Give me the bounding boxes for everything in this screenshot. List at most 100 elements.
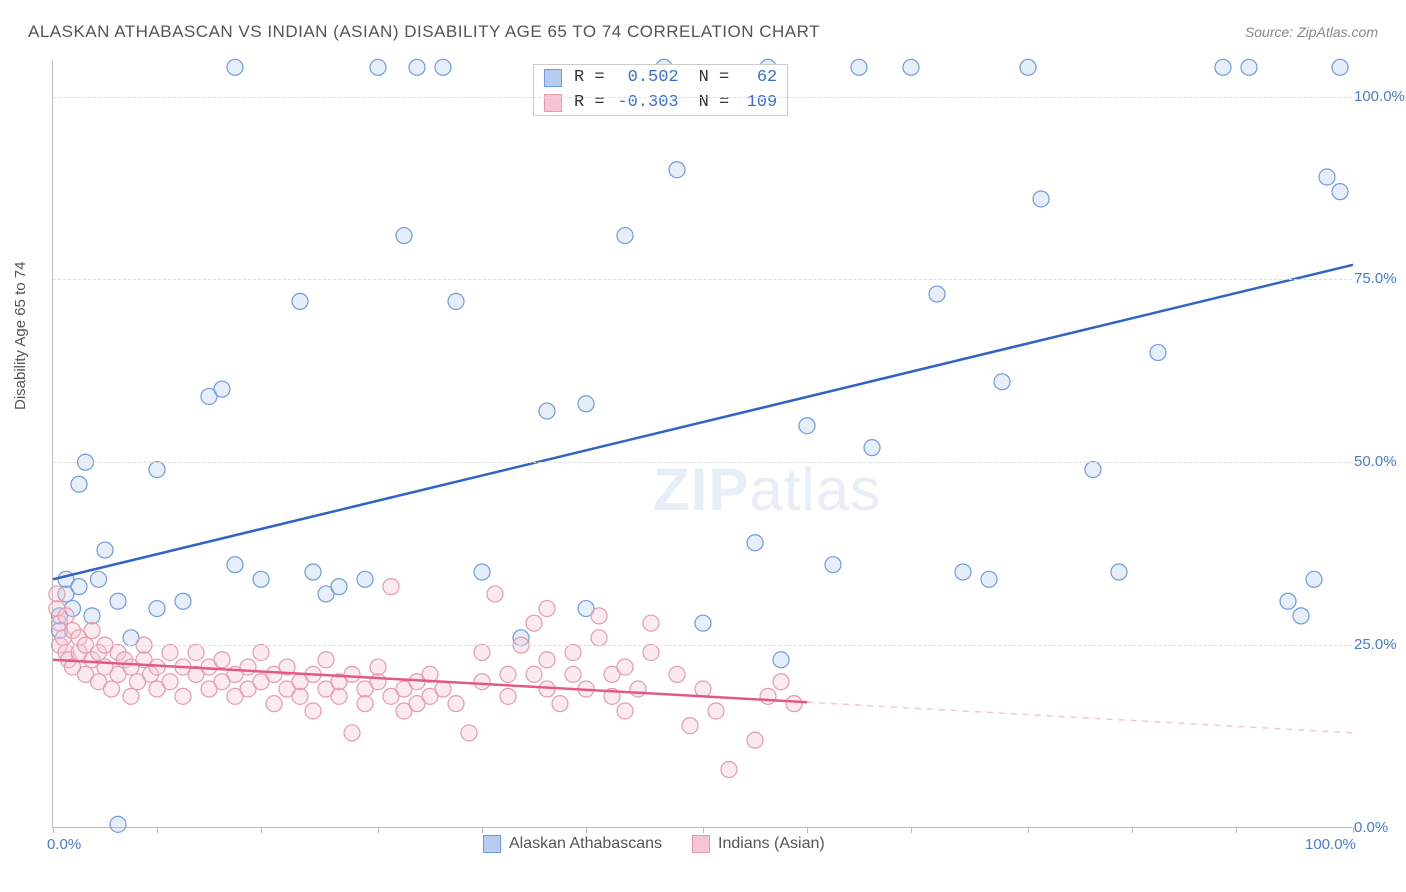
y-tick-label: 100.0%: [1354, 88, 1406, 105]
data-point: [461, 725, 477, 741]
stats-legend: R =0.502N =62R =-0.303N =109: [533, 64, 788, 116]
data-point: [370, 674, 386, 690]
data-point: [500, 666, 516, 682]
data-point: [227, 59, 243, 75]
data-point: [396, 228, 412, 244]
data-point: [1280, 593, 1296, 609]
trend-line-dashed: [807, 702, 1353, 733]
data-point: [500, 688, 516, 704]
data-point: [617, 228, 633, 244]
data-point: [97, 542, 113, 558]
data-point: [526, 666, 542, 682]
data-point: [539, 403, 555, 419]
x-tick: [157, 827, 158, 833]
data-point: [175, 593, 191, 609]
data-point: [669, 666, 685, 682]
data-point: [695, 681, 711, 697]
data-point: [71, 579, 87, 595]
data-point: [162, 674, 178, 690]
data-point: [643, 644, 659, 660]
x-tick-label: 100.0%: [1305, 836, 1356, 853]
data-point: [214, 652, 230, 668]
data-point: [318, 652, 334, 668]
data-point: [981, 571, 997, 587]
y-axis-label: Disability Age 65 to 74: [12, 262, 29, 410]
chart-plot-area: ZIPatlas R =0.502N =62R =-0.303N =109 Al…: [52, 60, 1352, 828]
data-point: [383, 579, 399, 595]
scatter-svg: [53, 60, 1352, 827]
grid-line: [53, 462, 1352, 463]
data-point: [253, 644, 269, 660]
data-point: [331, 688, 347, 704]
legend-label: Indians (Asian): [718, 835, 825, 853]
y-tick-label: 0.0%: [1354, 819, 1406, 836]
data-point: [747, 535, 763, 551]
data-point: [435, 59, 451, 75]
data-point: [708, 703, 724, 719]
data-point: [617, 703, 633, 719]
x-tick: [53, 827, 54, 833]
data-point: [435, 681, 451, 697]
data-point: [1319, 169, 1335, 185]
data-point: [786, 696, 802, 712]
y-tick-label: 50.0%: [1354, 453, 1406, 470]
data-point: [357, 571, 373, 587]
stat-n-value: 62: [741, 68, 777, 87]
data-point: [630, 681, 646, 697]
data-point: [1085, 462, 1101, 478]
data-point: [409, 59, 425, 75]
data-point: [58, 608, 74, 624]
legend-swatch: [544, 69, 562, 87]
data-point: [474, 564, 490, 580]
x-tick: [261, 827, 262, 833]
data-point: [1332, 184, 1348, 200]
data-point: [474, 674, 490, 690]
data-point: [825, 557, 841, 573]
data-point: [526, 615, 542, 631]
data-point: [149, 462, 165, 478]
data-point: [669, 162, 685, 178]
data-point: [91, 571, 107, 587]
x-tick: [1353, 827, 1354, 833]
data-point: [1293, 608, 1309, 624]
source-attribution: Source: ZipAtlas.com: [1245, 24, 1378, 40]
y-tick-label: 75.0%: [1354, 270, 1406, 287]
data-point: [1306, 571, 1322, 587]
x-tick: [1028, 827, 1029, 833]
data-point: [929, 286, 945, 302]
legend-item: Indians (Asian): [692, 835, 825, 853]
data-point: [84, 623, 100, 639]
data-point: [253, 571, 269, 587]
data-point: [695, 615, 711, 631]
data-point: [487, 586, 503, 602]
data-point: [760, 688, 776, 704]
data-point: [591, 630, 607, 646]
data-point: [162, 644, 178, 660]
stat-r-value: 0.502: [617, 68, 679, 87]
data-point: [1033, 191, 1049, 207]
x-tick-label: 0.0%: [47, 836, 81, 853]
data-point: [214, 381, 230, 397]
data-point: [1241, 59, 1257, 75]
data-point: [539, 601, 555, 617]
data-point: [747, 732, 763, 748]
data-point: [305, 703, 321, 719]
data-point: [643, 615, 659, 631]
data-point: [903, 59, 919, 75]
bottom-legend: Alaskan AthabascansIndians (Asian): [483, 835, 825, 853]
data-point: [474, 644, 490, 660]
data-point: [292, 293, 308, 309]
data-point: [1332, 59, 1348, 75]
data-point: [84, 608, 100, 624]
data-point: [266, 696, 282, 712]
grid-line: [53, 97, 1352, 98]
stat-r-label: R =: [574, 68, 605, 87]
data-point: [104, 681, 120, 697]
x-tick: [378, 827, 379, 833]
legend-swatch: [483, 835, 501, 853]
x-tick: [1236, 827, 1237, 833]
data-point: [851, 59, 867, 75]
data-point: [682, 718, 698, 734]
data-point: [344, 725, 360, 741]
trend-line: [53, 265, 1353, 580]
